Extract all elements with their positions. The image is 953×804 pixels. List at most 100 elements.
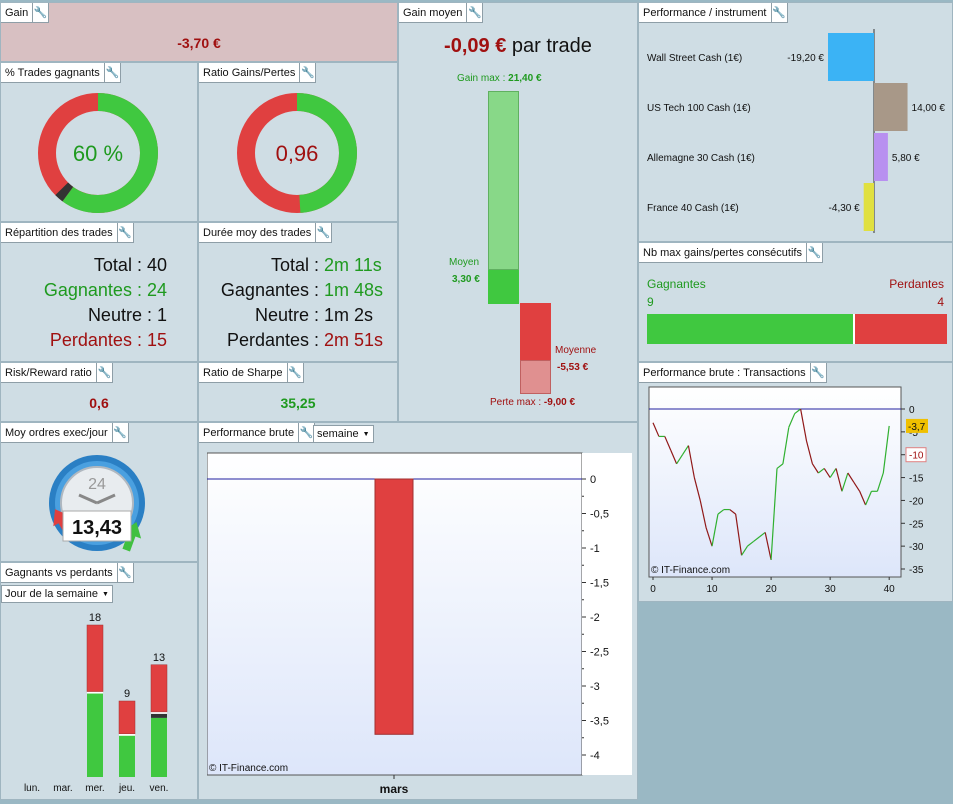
bar-gagnantes <box>87 692 103 777</box>
line-segment <box>664 436 672 451</box>
bar-perdantes <box>150 664 168 713</box>
line-segment <box>676 454 684 465</box>
caret-down-icon: ▼ <box>101 590 109 598</box>
instrument-label: Wall Street Cash (1€) <box>647 53 742 64</box>
x-tick-label: 30 <box>825 584 837 595</box>
nb-max-perdantes-value: 4 <box>937 295 944 309</box>
moyenne-bar <box>520 303 551 360</box>
line-segment <box>805 440 814 465</box>
trades-gagnants-title: % Trades gagnants <box>1 63 105 83</box>
x-tick-label: 40 <box>884 584 896 595</box>
gain-value: -3,70 € <box>177 35 221 51</box>
line-segment <box>817 467 825 474</box>
y-tick-label: -10 <box>909 451 924 462</box>
bar-mars <box>374 478 414 735</box>
line-segment <box>699 500 707 528</box>
wrench-icon[interactable]: 🔧 <box>300 63 317 83</box>
donut-win-arc <box>237 93 357 213</box>
moyen-label: Moyen <box>449 257 480 268</box>
wrench-icon[interactable]: 🔧 <box>112 423 129 443</box>
line-segment <box>770 468 778 560</box>
line-segment <box>835 468 843 492</box>
x-tick-label: mars <box>380 782 409 796</box>
line-segment <box>800 408 808 442</box>
nb-max-panel: Nb max gains/pertes consécutifs 🔧 Gagnan… <box>638 242 953 362</box>
wrench-icon[interactable]: 🔧 <box>810 363 827 383</box>
bar-separator <box>87 691 103 694</box>
stat-row-gagnantes: Gagnantes : 24 <box>43 280 167 300</box>
gain-title: Gain <box>1 3 34 23</box>
wrench-icon[interactable]: 🔧 <box>287 363 304 383</box>
line-segment <box>882 425 890 474</box>
nb-max-perdantes-label: Perdantes <box>889 277 944 291</box>
gain-moyen-panel: Gain moyen 🔧 -0,09 € par trade Gain max … <box>398 2 638 422</box>
trades-gagnants-donut: 60 % <box>38 93 158 213</box>
nb-max-title: Nb max gains/pertes consécutifs <box>639 243 807 263</box>
instrument-bar <box>874 83 908 131</box>
watermark: © IT-Finance.com <box>651 565 730 576</box>
wrench-icon[interactable]: 🔧 <box>117 563 134 583</box>
moyen-bar <box>488 270 519 304</box>
line-segment <box>729 509 737 515</box>
wrench-icon[interactable]: 🔧 <box>33 3 50 23</box>
wrench-icon[interactable]: 🔧 <box>316 223 333 243</box>
instrument-bar <box>863 183 874 231</box>
wrench-icon[interactable]: 🔧 <box>771 3 788 23</box>
risk-reward-title: Risk/Reward ratio <box>1 363 97 383</box>
y-tick-label: -2 <box>590 612 600 624</box>
wrench-icon[interactable]: 🔧 <box>117 223 134 243</box>
performance-brute-chart: 0 -0,5 -1 -1,5 -2 -2,5 -3 -3,5 -4 mars © IT-Financ… <box>207 452 632 796</box>
x-tick-label: jeu. <box>118 783 135 794</box>
y-tick-label: -0,5 <box>590 509 609 521</box>
line-segment <box>829 468 837 478</box>
wrench-icon[interactable]: 🔧 <box>96 363 113 383</box>
duree-row-perdantes: Perdantes : 2m 51s <box>226 330 384 350</box>
instrument-value: -4,30 € <box>829 203 861 214</box>
ratio-gains-pertes-title: Ratio Gains/Pertes <box>199 63 301 83</box>
plot-area <box>648 386 902 578</box>
duree-row-total: Total : 2m 11s <box>270 255 382 275</box>
bar-total-label: 18 <box>89 612 101 624</box>
line-segment <box>693 477 701 501</box>
line-segment <box>859 491 867 506</box>
gain-moyen-value: -0,09 € <box>444 35 507 57</box>
donut-win-arc <box>38 93 158 213</box>
bar-gagnantes <box>151 717 167 777</box>
current-value-badge <box>906 418 928 433</box>
stat-row-neutre: Neutre : 1 <box>87 305 167 325</box>
bar-total-label: 9 <box>124 688 130 700</box>
wrench-icon[interactable]: 🔧 <box>467 3 484 23</box>
y-tick-label: -30 <box>909 542 924 553</box>
y-tick-label: -5 <box>909 428 918 439</box>
stat-row-perdantes: Perdantes : 15 <box>49 330 167 350</box>
instrument-label: Allemagne 30 Cash (1€) <box>647 153 755 164</box>
y-tick-label: -3 <box>590 681 600 693</box>
line-segment <box>735 514 743 556</box>
gain-header: Gain 🔧 <box>1 3 50 23</box>
nb-max-bar <box>647 314 947 344</box>
line-segment <box>741 545 748 556</box>
semaine-dropdown[interactable]: semaine ▼ <box>313 425 374 443</box>
repartition-title: Répartition des trades <box>1 223 118 243</box>
perte-max-label: Perte max : -9,00 € <box>490 397 576 408</box>
wrench-icon[interactable]: 🔧 <box>806 243 823 263</box>
current-value-label: -3,7 <box>908 422 926 433</box>
ratio-donut: 0,96 <box>237 93 357 213</box>
gain-moyen-headline: -0,09 € par trade <box>399 35 637 58</box>
gain-max-bar <box>488 91 519 270</box>
bar-total-label: 13 <box>153 652 165 664</box>
moy-ordres-title: Moy ordres exec/jour <box>1 423 113 443</box>
line-segment <box>753 536 760 543</box>
perf-transactions-chart: 0 -5 -10 -15 -20 -25 -30 -35 0 10 20 30 40 -3,7 © IT-F… <box>648 386 928 595</box>
jour-semaine-dropdown[interactable]: Jour de la semaine ▼ <box>1 585 113 603</box>
stat-row-total: Total : 40 <box>93 255 167 275</box>
instrument-label: US Tech 100 Cash (1€) <box>647 103 751 114</box>
sharpe-panel: Ratio de Sharpe 🔧 35,25 <box>198 362 398 422</box>
line-segment <box>682 445 689 456</box>
y-tick-label: 0 <box>590 474 596 486</box>
y-tick-label: -25 <box>909 519 924 530</box>
line-segment <box>687 445 695 478</box>
wrench-icon[interactable]: 🔧 <box>104 63 121 83</box>
nb-max-win-bar <box>647 314 855 344</box>
x-tick-label: 20 <box>766 584 778 595</box>
